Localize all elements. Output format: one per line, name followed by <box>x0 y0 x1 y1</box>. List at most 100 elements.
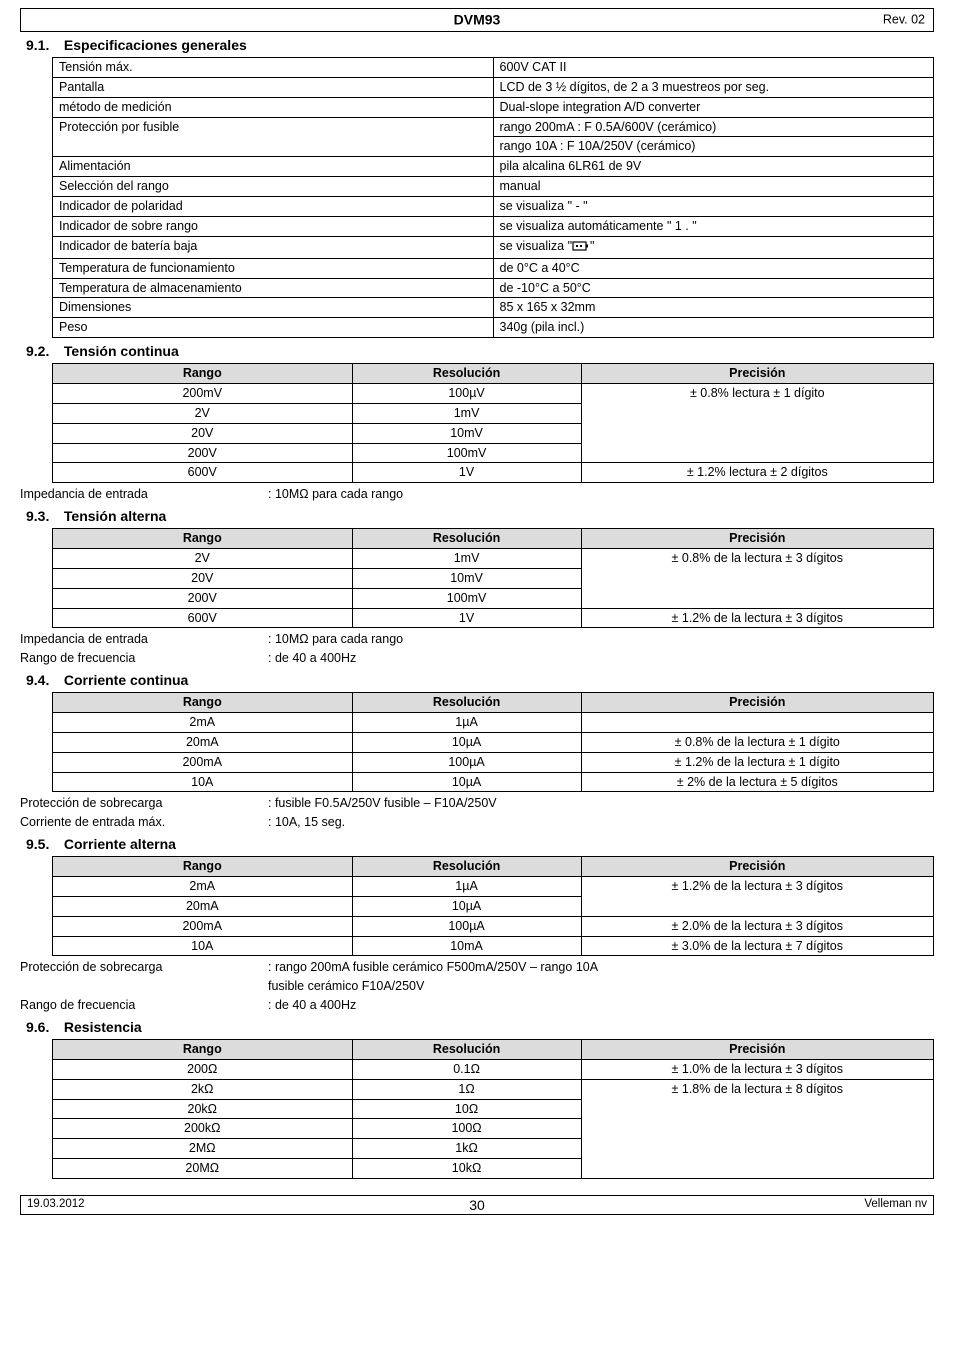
table-row: 600V1V± 1.2% lectura ± 2 dígitos <box>53 463 934 483</box>
spec-label: Indicador de polaridad <box>53 197 494 217</box>
spec-value: pila alcalina 6LR61 de 9V <box>493 157 934 177</box>
table-row: 20mA10µA± 0.8% de la lectura ± 1 dígito <box>53 732 934 752</box>
note-label: Rango de frecuencia <box>20 650 268 667</box>
table-row: Selección del rangomanual <box>53 177 934 197</box>
column-header: Precisión <box>581 364 933 384</box>
footer-date: 19.03.2012 <box>21 1197 437 1213</box>
range-cell: 20MΩ <box>53 1159 353 1179</box>
spec-value: 600V CAT II <box>493 57 934 77</box>
column-header: Resolución <box>352 529 581 549</box>
column-header: Precisión <box>581 693 933 713</box>
table-note: Protección de sobrecarga: fusible F0.5A/… <box>20 795 934 812</box>
resistance-table: RangoResoluciónPrecisión200Ω0.1Ω± 1.0% d… <box>52 1039 934 1179</box>
section-number: 9.3. <box>26 507 60 526</box>
spec-value: se visualiza " - " <box>493 197 934 217</box>
range-cell: 200V <box>53 588 353 608</box>
spec-label: Tensión máx. <box>53 57 494 77</box>
battery-low-icon <box>572 240 590 257</box>
page-footer: 19.03.2012 30 Velleman nv <box>20 1195 934 1215</box>
note-value: : 10MΩ para cada rango <box>268 486 403 503</box>
precision-cell: ± 1.2% de la lectura ± 3 dígitos <box>581 608 933 628</box>
spec-label: Temperatura de funcionamiento <box>53 258 494 278</box>
range-cell: 20V <box>53 423 353 443</box>
spec-value: 85 x 165 x 32mm <box>493 298 934 318</box>
table-row: 600V1V± 1.2% de la lectura ± 3 dígitos <box>53 608 934 628</box>
note-label: Impedancia de entrada <box>20 486 268 503</box>
precision-cell: ± 0.8% de la lectura ± 1 dígito <box>581 732 933 752</box>
section-number: 9.4. <box>26 671 60 690</box>
section-number: 9.5. <box>26 835 60 854</box>
resolution-cell: 1µA <box>352 712 581 732</box>
range-cell: 2V <box>53 403 353 423</box>
dc-current-table: RangoResoluciónPrecisión2mA1µA20mA10µA± … <box>52 692 934 792</box>
precision-cell: ± 0.8% de la lectura ± 3 dígitos <box>581 548 933 608</box>
note-label: Protección de sobrecarga <box>20 959 268 976</box>
table-row: Indicador de batería bajase visualiza "" <box>53 236 934 258</box>
column-header: Precisión <box>581 1039 933 1059</box>
range-cell: 10A <box>53 936 353 956</box>
resolution-cell: 10kΩ <box>352 1159 581 1179</box>
table-row: 2kΩ1Ω± 1.8% de la lectura ± 8 dígitos <box>53 1079 934 1099</box>
table-row: 200mA100µA± 2.0% de la lectura ± 3 dígit… <box>53 916 934 936</box>
precision-cell: ± 1.2% lectura ± 2 dígitos <box>581 463 933 483</box>
spec-label: Pantalla <box>53 77 494 97</box>
resolution-cell: 1V <box>352 463 581 483</box>
range-cell: 20V <box>53 568 353 588</box>
resolution-cell: 1kΩ <box>352 1139 581 1159</box>
precision-cell: ± 1.2% de la lectura ± 1 dígito <box>581 752 933 772</box>
table-row: PantallaLCD de 3 ½ dígitos, de 2 a 3 mue… <box>53 77 934 97</box>
range-cell: 200mA <box>53 916 353 936</box>
table-header-row: RangoResoluciónPrecisión <box>53 857 934 877</box>
table-row: Temperatura de funcionamientode 0°C a 40… <box>53 258 934 278</box>
table-note: Rango de frecuencia: de 40 a 400Hz <box>20 650 934 667</box>
resolution-cell: 0.1Ω <box>352 1059 581 1079</box>
table-row: 2mA1µA± 1.2% de la lectura ± 3 dígitos <box>53 876 934 896</box>
column-header: Rango <box>53 693 353 713</box>
spec-label: Selección del rango <box>53 177 494 197</box>
range-cell: 600V <box>53 608 353 628</box>
column-header: Resolución <box>352 857 581 877</box>
range-cell: 200mA <box>53 752 353 772</box>
section-heading-9-3: 9.3. Tensión alterna <box>20 507 934 526</box>
precision-cell: ± 0.8% lectura ± 1 dígito <box>581 383 933 463</box>
range-cell: 2mA <box>53 712 353 732</box>
table-header-row: RangoResoluciónPrecisión <box>53 693 934 713</box>
spec-label: Indicador de batería baja <box>53 236 494 258</box>
table-row: 200Ω0.1Ω± 1.0% de la lectura ± 3 dígitos <box>53 1059 934 1079</box>
resolution-cell: 100mV <box>352 443 581 463</box>
section-number: 9.2. <box>26 342 60 361</box>
spec-value: se visualiza "" <box>493 236 934 258</box>
spec-value: rango 10A : F 10A/250V (cerámico) <box>493 137 934 157</box>
spec-label: Alimentación <box>53 157 494 177</box>
note-value: fusible cerámico F10A/250V <box>268 978 424 995</box>
section-title: Resistencia <box>64 1019 142 1035</box>
document-header: DVM93 Rev. 02 <box>20 8 934 32</box>
precision-cell: ± 1.0% de la lectura ± 3 dígitos <box>581 1059 933 1079</box>
table-row: Indicador de polaridadse visualiza " - " <box>53 197 934 217</box>
table-row: 2V1mV± 0.8% de la lectura ± 3 dígitos <box>53 548 934 568</box>
section-title: Corriente alterna <box>64 836 176 852</box>
table-note: Impedancia de entrada: 10MΩ para cada ra… <box>20 486 934 503</box>
resolution-cell: 1µA <box>352 876 581 896</box>
note-label: Corriente de entrada máx. <box>20 814 268 831</box>
table-row: 10A10mA± 3.0% de la lectura ± 7 dígitos <box>53 936 934 956</box>
note-value: : fusible F0.5A/250V fusible – F10A/250V <box>268 795 497 812</box>
range-cell: 10A <box>53 772 353 792</box>
precision-cell: ± 2.0% de la lectura ± 3 dígitos <box>581 916 933 936</box>
footer-vendor: Velleman nv <box>517 1197 933 1213</box>
note-label: Impedancia de entrada <box>20 631 268 648</box>
spec-value: rango 200mA : F 0.5A/600V (cerámico) <box>493 117 934 137</box>
note-value: : 10A, 15 seg. <box>268 814 345 831</box>
column-header: Precisión <box>581 529 933 549</box>
spec-value: manual <box>493 177 934 197</box>
table-row: 200mV100µV± 0.8% lectura ± 1 dígito <box>53 383 934 403</box>
section-title: Tensión alterna <box>64 508 166 524</box>
resolution-cell: 10µA <box>352 772 581 792</box>
precision-cell: ± 3.0% de la lectura ± 7 dígitos <box>581 936 933 956</box>
section-heading-9-1: 9.1. Especificaciones generales <box>20 36 934 55</box>
range-cell: 200V <box>53 443 353 463</box>
resolution-cell: 100µV <box>352 383 581 403</box>
spec-value: de -10°C a 50°C <box>493 278 934 298</box>
resolution-cell: 10mV <box>352 568 581 588</box>
spec-value: de 0°C a 40°C <box>493 258 934 278</box>
